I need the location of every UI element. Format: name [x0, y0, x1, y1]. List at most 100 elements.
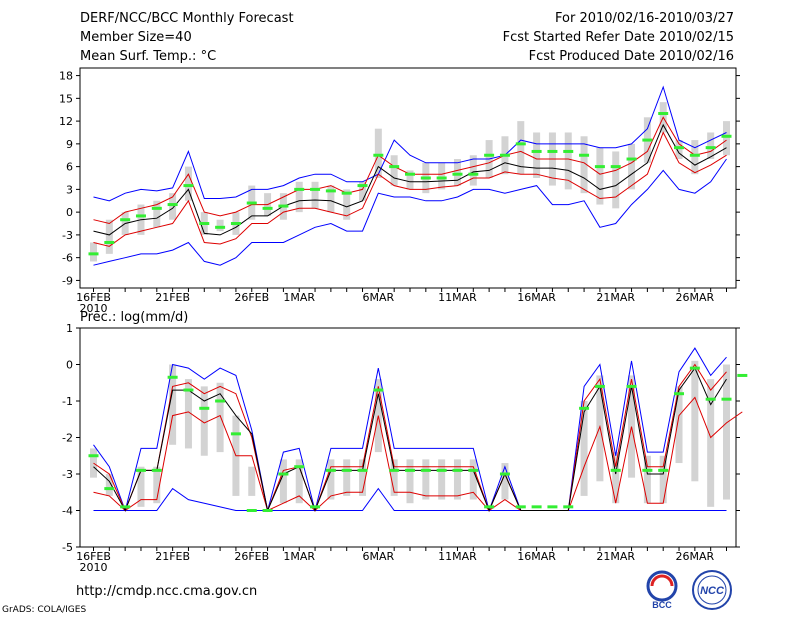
temp-xtick-label: 21MAR [596, 291, 635, 304]
temp-spread-box [327, 185, 335, 213]
temp-xtick-label: 11MAR [438, 291, 477, 304]
temp-spread-box [90, 242, 97, 262]
precip-ytick-label: -3 [62, 468, 73, 481]
temp-ytick-label: 0 [66, 206, 73, 219]
temp-xtick-label: 1MAR [283, 291, 315, 304]
precip-spread-box [469, 459, 477, 500]
precip-ytick-label: 1 [66, 322, 73, 335]
precip-spread-box [438, 459, 446, 500]
svg-text:NCC: NCC [700, 585, 725, 597]
temp-spread-box [596, 147, 604, 205]
precip-spread-box [406, 459, 414, 504]
temp-ytick-label: 9 [66, 138, 73, 151]
temp-spread-box [517, 121, 525, 175]
temp-spread-box [723, 121, 730, 156]
precip-spread-box [501, 463, 509, 500]
temp-ytick-label: 12 [59, 115, 73, 128]
precip-spread-box [184, 379, 192, 449]
temp-spread-box [295, 181, 303, 213]
temp-xtick-label: 26FEB [234, 291, 269, 304]
precip-lower-line [93, 396, 743, 512]
temp-spread-box [580, 136, 588, 194]
precip-spread-box [248, 466, 256, 496]
precip-xtick-label: 6MAR [363, 550, 395, 563]
variable-label: Mean Surf. Temp.: °C [80, 49, 217, 64]
temp-spread-box [628, 143, 636, 190]
grads-credit: GrADS: COLA/IGES [2, 605, 87, 615]
forecast-period: For 2010/02/16-2010/03/27 [555, 11, 734, 26]
precip-xtick-label: 26MAR [676, 550, 715, 563]
precip-spread-box [707, 379, 715, 507]
precip-frame [79, 327, 737, 548]
precip-spread-box [659, 455, 667, 504]
precip-spread-box [137, 466, 145, 507]
temp-spread-box [169, 193, 177, 220]
precip-spread-box [580, 401, 588, 496]
temp-ytick-label: 6 [66, 161, 73, 174]
precip-ytick-label: 0 [66, 359, 73, 372]
precip-spread-box [359, 459, 367, 496]
temp-xtick-label: 6MAR [363, 291, 395, 304]
temp-ytick-label: -3 [62, 229, 73, 242]
temp-spread-box [105, 219, 113, 254]
member-size: Member Size=40 [80, 30, 192, 45]
temp-panel: -9 -6 -3 0 3 6 9 12 15 18 16FEB 21FEB 26FEB 1MAR 6MAR 1… [59, 67, 740, 315]
temp-spread-box [390, 155, 398, 186]
precip-spread-box [675, 386, 683, 464]
temp-xtick-label: 26MAR [676, 291, 715, 304]
temp-xtick-label: 21FEB [155, 291, 190, 304]
temp-spread-box [707, 132, 715, 160]
temp-spread-box [184, 166, 192, 201]
temp-spread-box [691, 140, 699, 175]
temp-spread-box [216, 219, 224, 232]
temp-spread-box [153, 200, 161, 228]
precip-spread-box [723, 364, 730, 500]
temp-frame [79, 67, 737, 289]
temp-spread-box [343, 189, 351, 220]
precip-spread-box [295, 459, 303, 504]
precip-spread-box [612, 452, 620, 504]
precip-spread-box [691, 360, 699, 482]
precip-xtick-label: 1MAR [283, 550, 315, 563]
precip-ytick-label: -4 [62, 505, 73, 518]
precip-spread-box [390, 459, 398, 496]
temp-spread-box [311, 181, 319, 209]
temp-ytick-label: -6 [62, 252, 73, 265]
produced-date: Fcst Produced Date 2010/02/16 [528, 49, 734, 64]
precip-spread-box [279, 459, 287, 504]
precip-spread-box [200, 386, 208, 456]
precip-xtick-label: 16FEB [76, 550, 111, 563]
temp-spread-box [374, 128, 382, 178]
temp-ytick-label: -9 [62, 274, 73, 287]
temp-ytick-label: 18 [59, 70, 73, 83]
precip-spread-box [327, 459, 335, 500]
precip-spread-box [216, 382, 224, 453]
chart-title: DERF/NCC/BCC Monthly Forecast [80, 11, 294, 26]
temp-min-line [93, 158, 727, 266]
temp-year-label: 2010 [80, 302, 108, 315]
source-url[interactable]: http://cmdp.ncc.cma.gov.cn [76, 584, 258, 599]
temp-spread-box [359, 181, 367, 201]
precip-panel: -5 -4 -3 -2 -1 0 1 16FEB 21FEB 26FEB 1MAR 6MAR 11MAR… [62, 322, 748, 574]
ncc-logo: NCC [692, 570, 732, 610]
precip-upper-line [93, 363, 727, 513]
precip-xtick-label: 16MAR [517, 550, 556, 563]
precip-min-line [93, 487, 727, 511]
precip-title: Prec.: log(mm/d) [80, 310, 189, 325]
temp-spread-box [612, 151, 620, 209]
temp-ytick-label: 15 [59, 92, 73, 105]
precip-xtick-label: 21MAR [596, 550, 635, 563]
precip-year-label: 2010 [80, 561, 108, 574]
precip-spread-box [643, 455, 651, 504]
temp-spread-box [438, 162, 446, 190]
precip-ytick-label: -1 [62, 395, 73, 408]
bcc-logo: BCC [646, 570, 678, 610]
precip-spread-box [153, 466, 161, 504]
temp-mean-line [93, 123, 727, 236]
temp-xtick-label: 16MAR [517, 291, 556, 304]
temp-spread-box [564, 132, 572, 190]
precip-ytick-label: -5 [62, 541, 73, 554]
temp-max-line [93, 85, 727, 202]
precip-spread-box [422, 459, 430, 500]
